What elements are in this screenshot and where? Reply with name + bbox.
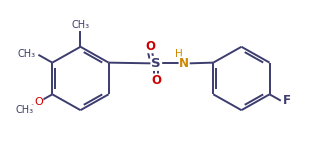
Text: N: N	[179, 57, 189, 70]
Text: O: O	[151, 74, 161, 87]
Text: H: H	[175, 49, 182, 59]
Text: CH₃: CH₃	[15, 105, 33, 115]
Text: CH₃: CH₃	[72, 20, 90, 30]
Text: O: O	[146, 40, 156, 53]
Text: CH₃: CH₃	[18, 49, 36, 59]
Text: S: S	[151, 57, 161, 70]
Text: F: F	[283, 94, 291, 107]
Text: O: O	[34, 97, 43, 107]
